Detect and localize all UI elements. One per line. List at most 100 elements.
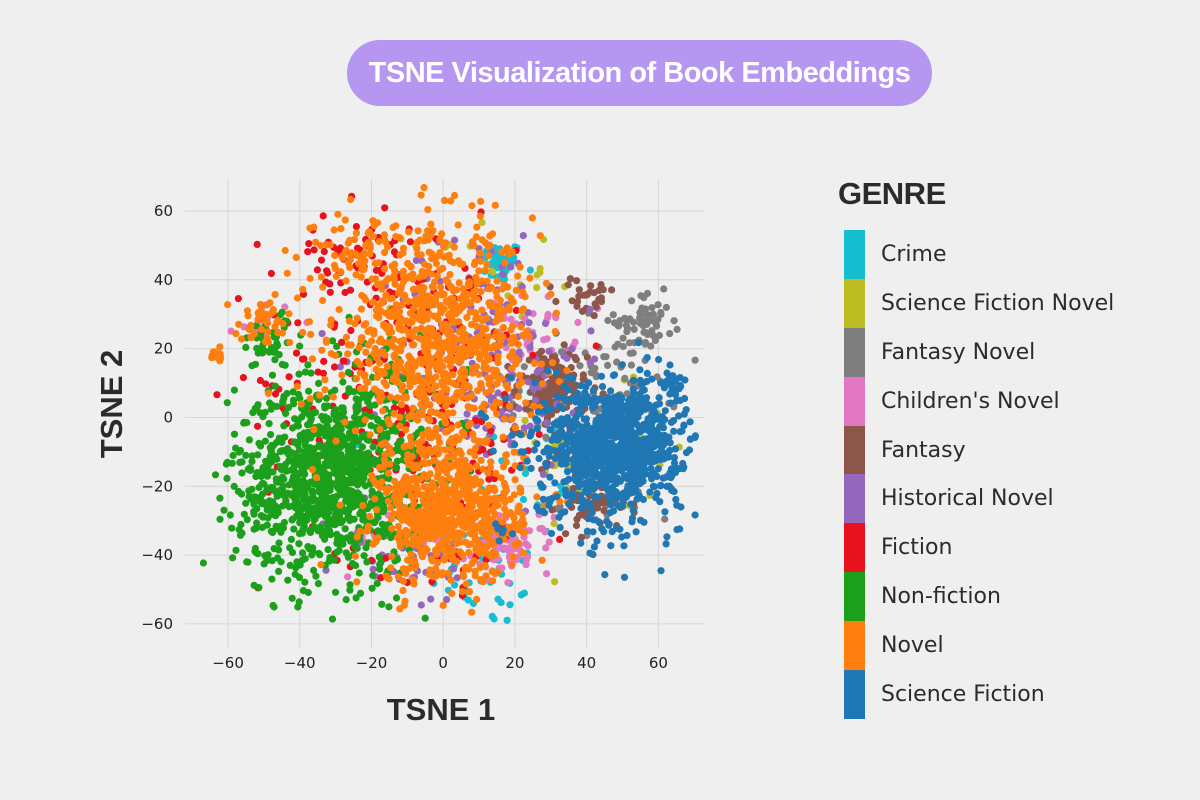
data-point — [475, 370, 483, 378]
data-point — [636, 319, 645, 328]
data-point — [478, 236, 486, 244]
data-point — [507, 315, 515, 323]
data-point — [371, 385, 379, 393]
data-point — [359, 502, 367, 510]
data-point — [419, 496, 427, 504]
data-point — [448, 435, 456, 443]
data-point — [288, 594, 296, 602]
data-point — [311, 515, 319, 523]
data-point — [286, 338, 294, 347]
data-point — [533, 284, 541, 292]
data-point — [450, 453, 458, 461]
data-point — [537, 360, 546, 368]
data-point — [604, 316, 612, 325]
data-point — [503, 616, 511, 624]
data-point — [507, 294, 515, 302]
data-point — [450, 498, 458, 506]
data-point — [304, 421, 312, 429]
data-point — [466, 529, 474, 538]
data-point — [247, 321, 255, 329]
data-point — [454, 221, 462, 229]
data-point — [415, 273, 423, 282]
data-point — [440, 556, 448, 564]
data-point — [331, 386, 339, 394]
data-point — [268, 401, 276, 409]
data-point — [563, 354, 571, 362]
data-point — [438, 395, 447, 403]
data-point — [293, 382, 301, 390]
data-point — [340, 357, 348, 365]
data-point — [319, 212, 327, 220]
data-point — [267, 309, 276, 317]
data-point — [477, 382, 485, 390]
data-point — [637, 516, 645, 524]
data-point — [482, 572, 490, 580]
data-point — [271, 356, 279, 364]
data-point — [514, 272, 522, 280]
data-point — [541, 528, 549, 536]
data-point — [308, 487, 316, 495]
data-point — [377, 389, 385, 397]
data-point — [399, 267, 408, 275]
data-point — [448, 338, 456, 346]
data-point — [645, 317, 653, 325]
data-point — [421, 452, 429, 460]
data-point — [487, 386, 495, 394]
data-point — [519, 495, 528, 504]
data-point — [379, 297, 387, 305]
data-point — [654, 301, 662, 309]
data-point — [279, 474, 287, 482]
data-point — [293, 558, 301, 566]
data-point — [587, 327, 595, 335]
data-point — [516, 263, 524, 271]
data-point — [398, 301, 406, 309]
data-point — [263, 319, 272, 327]
data-point — [543, 570, 551, 578]
data-point — [501, 259, 509, 267]
data-point — [506, 352, 514, 360]
data-point — [666, 361, 674, 369]
data-point — [331, 521, 339, 529]
data-point — [277, 528, 285, 536]
data-point — [381, 204, 389, 212]
data-point — [481, 561, 489, 570]
data-point — [486, 536, 494, 544]
data-point — [621, 314, 629, 322]
data-point — [313, 266, 321, 274]
data-point — [504, 283, 512, 291]
data-point — [485, 252, 493, 260]
data-point — [526, 422, 534, 430]
data-point — [486, 241, 494, 249]
data-point — [486, 376, 494, 384]
data-point — [514, 340, 523, 349]
data-point — [346, 537, 355, 545]
data-point — [278, 360, 286, 368]
data-point — [332, 455, 340, 463]
data-point — [298, 529, 306, 537]
data-point — [460, 371, 468, 379]
data-point — [478, 277, 486, 285]
data-point — [464, 394, 472, 402]
data-point — [352, 375, 360, 383]
data-point — [329, 337, 337, 345]
data-point — [518, 283, 526, 291]
data-point — [296, 431, 304, 440]
data-point — [512, 354, 520, 362]
data-point — [342, 490, 350, 498]
data-point — [345, 385, 353, 393]
data-point — [501, 505, 509, 513]
data-point — [670, 427, 678, 435]
data-point — [248, 362, 256, 370]
data-point — [327, 321, 335, 329]
data-point — [418, 408, 426, 417]
data-point — [368, 298, 377, 307]
data-point — [381, 554, 390, 562]
data-point — [252, 495, 260, 503]
data-point — [266, 299, 274, 307]
data-point — [553, 393, 561, 401]
data-point — [498, 248, 506, 256]
data-point — [346, 256, 354, 264]
data-point — [292, 253, 300, 261]
data-point — [562, 477, 570, 485]
